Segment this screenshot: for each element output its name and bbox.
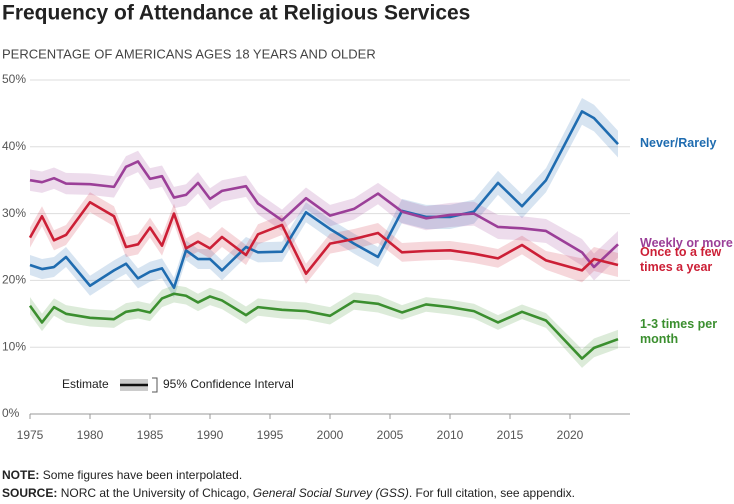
note: NOTE: Some figures have been interpolate…: [2, 468, 242, 482]
legend-interval: 95% Confidence Interval: [163, 377, 294, 391]
legend-box: [55, 370, 310, 400]
chart-title: Frequency of Attendance at Religious Ser…: [2, 2, 470, 25]
series-label: Once to a few times a year: [640, 245, 722, 275]
source-italic: General Social Survey (GSS): [252, 486, 409, 500]
line: [29, 110, 619, 290]
series-label: Never/Rarely: [640, 136, 717, 151]
line: [29, 160, 619, 269]
confidence-band: [30, 150, 618, 281]
x-tick-label: 1995: [257, 428, 284, 442]
legend-estimate: Estimate: [62, 377, 109, 391]
series-label: Weekly or more: [640, 236, 733, 251]
x-tick-label: 1980: [77, 428, 104, 442]
x-tick-label: 1985: [137, 428, 164, 442]
y-tick-label: 10%: [2, 339, 26, 353]
source-text: NORC at the University of Chicago,: [60, 486, 253, 500]
chart-subtitle: PERCENTAGE OF AMERICANS AGES 18 YEARS AN…: [2, 46, 376, 61]
x-tick-label: 1975: [17, 428, 44, 442]
y-tick-label: 20%: [2, 273, 26, 287]
note-label: NOTE:: [2, 468, 40, 482]
note-text: Some figures have been interpolated.: [42, 468, 243, 482]
confidence-band: [30, 285, 618, 368]
confidence-band: [30, 192, 618, 284]
x-tick-label: 2010: [437, 428, 464, 442]
source-rest: . For full citation, see appendix.: [408, 486, 575, 500]
legend-bracket: [152, 377, 158, 393]
y-tick-label: 0%: [2, 406, 20, 420]
line: [28, 292, 619, 360]
source-label: SOURCE:: [2, 486, 58, 500]
series-label: 1-3 times per month: [640, 317, 718, 347]
source: SOURCE: NORC at the University of Chicag…: [2, 486, 575, 500]
x-tick-label: 2000: [317, 428, 344, 442]
x-tick-label: 2020: [557, 428, 584, 442]
y-tick-label: 40%: [2, 139, 26, 153]
line: [28, 200, 619, 276]
x-tick-label: 2015: [497, 428, 524, 442]
x-tick-label: 2005: [377, 428, 404, 442]
y-tick-label: 50%: [2, 72, 26, 86]
confidence-band: [30, 98, 618, 298]
y-tick-label: 30%: [2, 206, 26, 220]
x-tick-label: 1990: [197, 428, 224, 442]
